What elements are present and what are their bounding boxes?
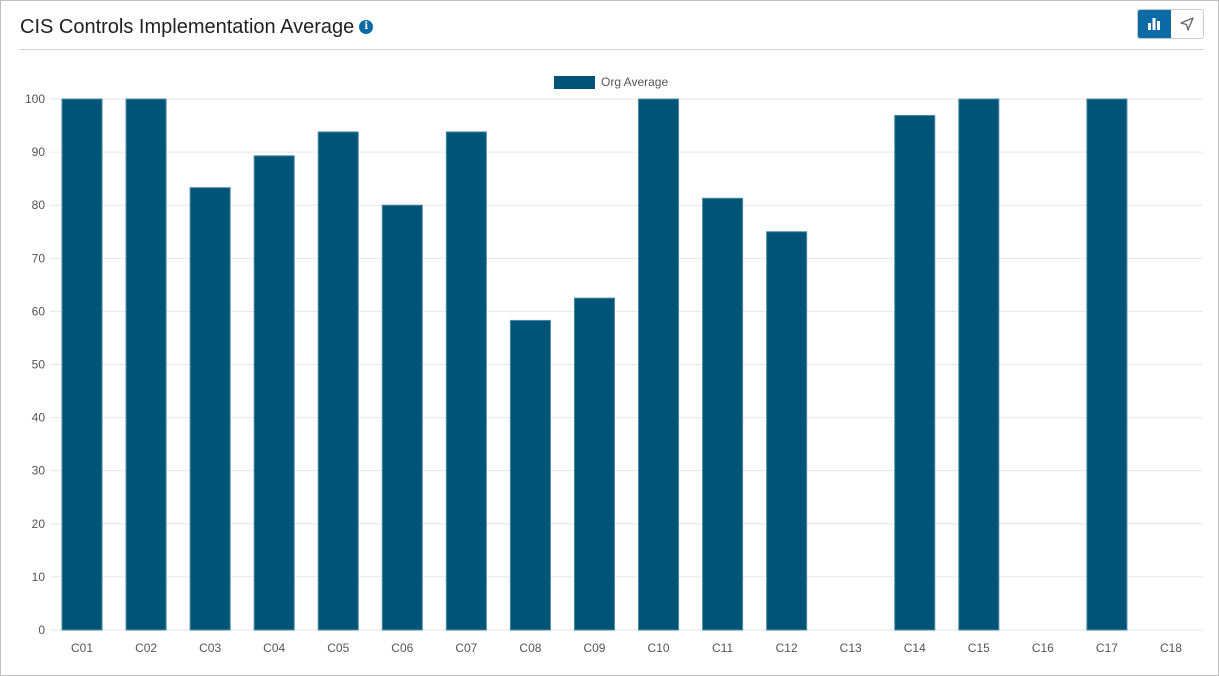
bar-chart-icon (1148, 18, 1161, 30)
x-tick-label: C13 (840, 641, 862, 655)
legend-label: Org Average (601, 75, 668, 89)
legend-swatch (554, 76, 595, 89)
x-tick-label: C09 (583, 641, 605, 655)
info-icon[interactable]: i (359, 20, 374, 34)
bar (766, 231, 808, 631)
x-tick-label: C05 (327, 641, 349, 655)
bar (958, 98, 1000, 631)
bar (125, 98, 167, 631)
x-tick-label: C17 (1096, 641, 1118, 655)
y-tick-label: 10 (32, 570, 46, 584)
bar-chart-view-button[interactable] (1138, 10, 1171, 38)
bar (638, 98, 680, 631)
bar (1086, 98, 1128, 631)
y-tick-label: 100 (25, 92, 45, 106)
widget-header: CIS Controls Implementation Average i (19, 1, 1204, 50)
bar (253, 155, 295, 631)
y-tick-label: 20 (32, 517, 46, 531)
x-tick-label: C04 (263, 641, 285, 655)
y-tick-label: 40 (32, 411, 46, 425)
x-tick-label: C07 (455, 641, 477, 655)
x-tick-label: C02 (135, 641, 157, 655)
bar (894, 114, 936, 631)
bar (445, 131, 487, 631)
widget-title: CIS Controls Implementation Average (20, 16, 355, 38)
bar (381, 204, 423, 631)
x-tick-label: C03 (199, 641, 221, 655)
bar (573, 297, 615, 631)
alternate-view-button[interactable] (1170, 10, 1203, 38)
x-tick-label: C08 (519, 641, 541, 655)
x-tick-label: C14 (904, 641, 926, 655)
send-arrow-icon (1180, 17, 1194, 31)
widget-title-row: CIS Controls Implementation Average i (20, 16, 374, 39)
view-toggle (1137, 9, 1204, 39)
x-tick-label: C18 (1160, 641, 1182, 655)
x-tick-label: C10 (648, 641, 670, 655)
y-tick-label: 30 (32, 464, 46, 478)
x-tick-label: C06 (391, 641, 413, 655)
bar (702, 197, 744, 631)
x-tick-label: C16 (1032, 641, 1054, 655)
x-tick-label: C11 (712, 641, 733, 655)
bar (509, 319, 551, 631)
x-tick-label: C01 (71, 641, 93, 655)
x-tick-label: C15 (968, 641, 990, 655)
x-tick-label: C12 (776, 641, 798, 655)
bar (317, 131, 359, 631)
y-tick-label: 60 (32, 304, 46, 318)
bar (189, 187, 231, 631)
y-tick-label: 80 (32, 198, 46, 212)
y-tick-label: 70 (32, 251, 46, 265)
y-tick-label: 0 (38, 623, 45, 637)
bar (61, 98, 103, 631)
y-tick-label: 50 (32, 358, 46, 372)
y-tick-label: 90 (32, 145, 46, 159)
